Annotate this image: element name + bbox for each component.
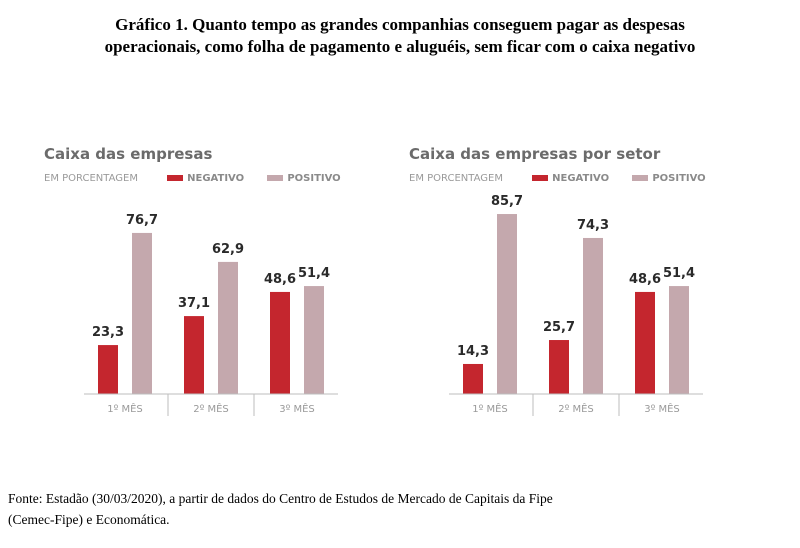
chart-panel-caixa-empresas-por-setor: Caixa das empresas por setor EM PORCENTA… [405, 140, 735, 440]
data-label: 37,1 [178, 296, 210, 311]
unit-label: EM PORCENTAGEM [44, 173, 138, 184]
data-label: 51,4 [298, 266, 330, 281]
bar-positivo [304, 286, 324, 394]
bar-positivo [132, 232, 152, 394]
chart-subheader: EM PORCENTAGEM NEGATIVO POSITIVO [409, 173, 726, 184]
category-label: 3º MÊS [644, 402, 680, 415]
category-label: 2º MÊS [193, 402, 229, 415]
legend-label-positivo: POSITIVO [652, 173, 706, 184]
bar-negativo [184, 316, 204, 394]
bar-negativo [98, 345, 118, 394]
source-line-1: Fonte: Estadão (30/03/2020), a partir de… [8, 491, 553, 506]
bar-chart: 14,3 85,7 1º MÊS 25,7 74,3 2º MÊS 48,6 51,4 3º M… [449, 194, 703, 416]
category-label: 1º MÊS [472, 402, 508, 415]
data-label: 23,3 [92, 325, 124, 340]
bar-negativo [549, 340, 569, 394]
page-title: Gráfico 1. Quanto tempo as grandes compa… [0, 14, 800, 58]
data-label: 74,3 [577, 218, 609, 233]
bar-negativo [270, 291, 290, 394]
page-title-line-2: operacionais, como folha de pagamento e … [104, 37, 696, 56]
legend-label-positivo: POSITIVO [287, 173, 341, 184]
data-label: 14,3 [457, 344, 489, 359]
legend-label-negativo: NEGATIVO [187, 173, 245, 184]
chart-subheader: EM PORCENTAGEM NEGATIVO POSITIVO [44, 173, 361, 184]
unit-label: EM PORCENTAGEM [409, 173, 503, 184]
bar-positivo [669, 286, 689, 394]
bar-negativo [463, 363, 483, 394]
data-label: 48,6 [629, 272, 661, 287]
category-label: 3º MÊS [279, 402, 315, 415]
data-label: 51,4 [663, 266, 695, 281]
legend-item-positivo: POSITIVO [632, 173, 706, 184]
legend-item-positivo: POSITIVO [267, 173, 341, 184]
legend-swatch-positivo [632, 175, 649, 181]
legend-item-negativo: NEGATIVO [167, 173, 244, 184]
chart-title: Caixa das empresas [44, 145, 213, 163]
category-label: 2º MÊS [558, 402, 594, 415]
chart-title: Caixa das empresas por setor [409, 145, 661, 163]
data-label: 62,9 [212, 242, 244, 257]
page-title-line-1: Gráfico 1. Quanto tempo as grandes compa… [115, 15, 685, 34]
legend-item-negativo: NEGATIVO [532, 173, 609, 184]
chart-panel-caixa-empresas: Caixa das empresas EM PORCENTAGEM NEGATI… [40, 140, 370, 440]
bar-positivo [583, 237, 603, 394]
legend-swatch-negativo [167, 175, 184, 181]
bar-chart: 23,3 76,7 1º MÊS 37,1 62,9 2º MÊS 48,6 51,4 3º M… [84, 213, 338, 416]
data-label: 85,7 [491, 194, 523, 209]
data-label: 48,6 [264, 272, 296, 287]
legend-swatch-positivo [267, 175, 284, 181]
data-label: 76,7 [126, 213, 158, 228]
bar-negativo [635, 291, 655, 394]
source-line-2: (Cemec-Fipe) e Economática. [8, 512, 170, 527]
legend-label-negativo: NEGATIVO [552, 173, 610, 184]
source-note: Fonte: Estadão (30/03/2020), a partir de… [8, 488, 788, 530]
category-label: 1º MÊS [107, 402, 143, 415]
bar-positivo [497, 214, 517, 394]
data-label: 25,7 [543, 320, 575, 335]
legend-swatch-negativo [532, 175, 549, 181]
bar-positivo [218, 261, 238, 394]
